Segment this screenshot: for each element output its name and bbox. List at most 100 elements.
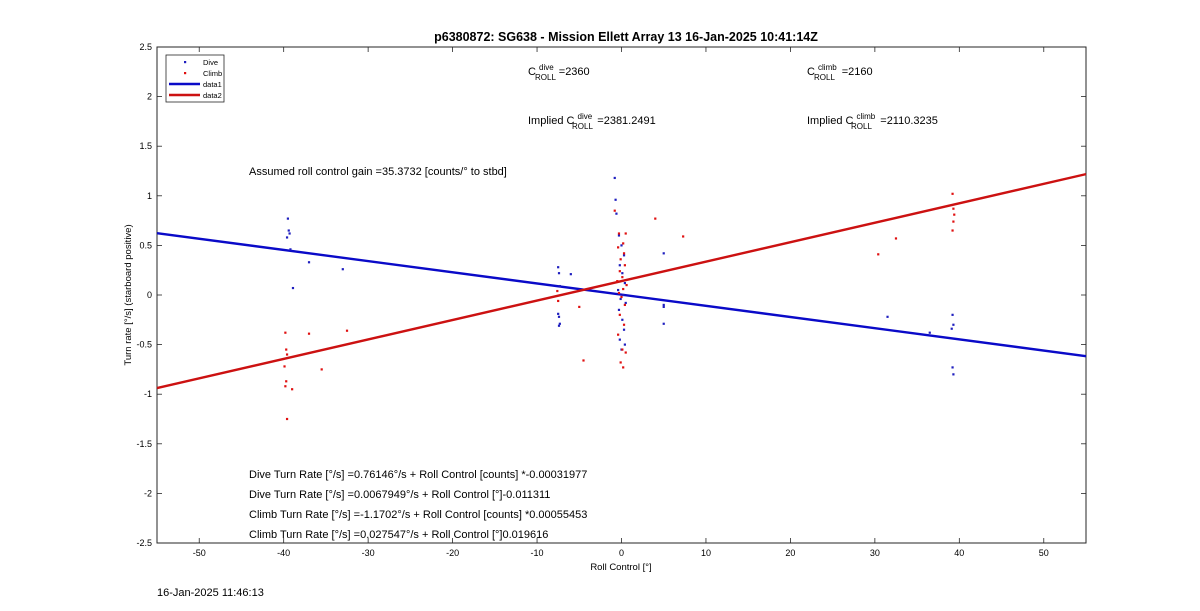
climb-point <box>284 385 287 388</box>
dive-point <box>307 261 311 264</box>
dive-point <box>952 323 955 326</box>
dive-point <box>286 217 290 220</box>
climb-point <box>283 365 286 368</box>
dive-point <box>662 252 665 255</box>
plot-area: -50 -40 -30 -20 -10 0 10 20 30 40 50 -2.5-2-1.5-1-… <box>136 42 1087 558</box>
dive-point <box>619 297 622 301</box>
dive-point <box>886 315 889 318</box>
climb-point <box>345 329 349 332</box>
dive-point <box>569 273 572 276</box>
c-roll-climb-base: C <box>807 66 815 78</box>
climb-point <box>623 264 626 267</box>
climb-point <box>307 332 311 335</box>
fit-line-data2 <box>156 172 1087 390</box>
legend-marker-Dive <box>184 61 187 64</box>
dive-points <box>285 176 955 376</box>
x-tick-label: 0 <box>619 548 624 558</box>
c-roll-climb-value: =2160 <box>842 66 873 78</box>
dive-point <box>557 272 561 275</box>
legend-label-Dive: Dive <box>203 58 218 67</box>
climb-point <box>284 331 287 334</box>
dive-point <box>289 248 292 251</box>
implied-dive-value: =2381.2491 <box>597 115 655 127</box>
y-tick-label: 2 <box>147 92 152 102</box>
dive-point <box>622 254 626 257</box>
climb-point <box>622 366 625 369</box>
x-tick-label: -40 <box>277 548 290 558</box>
y-tick-label: -1 <box>144 389 152 399</box>
climb-point <box>877 253 880 256</box>
implied-dive-sup: dive <box>578 112 593 121</box>
dive-point <box>614 198 617 201</box>
dive-point <box>557 312 560 315</box>
climb-point <box>619 258 622 261</box>
x-tick-label: -30 <box>362 548 375 558</box>
dive-point <box>950 327 953 330</box>
climb-point <box>951 192 954 195</box>
dive-point <box>662 305 665 309</box>
dive-point <box>617 234 621 237</box>
y-tick-label: -1.5 <box>136 439 152 449</box>
climb-point <box>619 361 622 364</box>
dive-point <box>288 232 291 235</box>
dive-point <box>623 281 626 285</box>
climb-point <box>621 348 624 351</box>
climb-point <box>618 270 621 273</box>
legend-label-data2: data2 <box>203 91 222 100</box>
print-timestamp: 16-Jan-2025 11:46:13 <box>157 587 264 599</box>
dive-point <box>285 236 289 239</box>
fit-equation-2: Dive Turn Rate [°/s] =0.0067949°/s + Rol… <box>249 489 550 501</box>
climb-point <box>285 380 288 383</box>
dive-point <box>621 318 624 321</box>
y-tick-label: 2.5 <box>139 42 152 52</box>
climb-point <box>951 229 954 232</box>
x-tick-label: -10 <box>531 548 544 558</box>
roll-gain-annotation: Assumed roll control gain =35.3732 [coun… <box>249 166 507 178</box>
y-tick-label: -2.5 <box>136 538 152 548</box>
climb-point <box>622 323 626 326</box>
y-tick-label: 0.5 <box>139 240 152 250</box>
y-tick-label: 1.5 <box>139 141 152 151</box>
climb-point <box>620 295 623 299</box>
climb-point <box>894 237 898 240</box>
legend-marker-Climb <box>184 72 187 75</box>
dive-point <box>613 176 616 180</box>
implied-c-roll-climb-annotation: Implied C climb =2110.3235 <box>807 110 938 127</box>
fit-lines <box>156 172 1087 390</box>
implied-climb-value: =2110.3235 <box>880 115 938 127</box>
climb-point <box>952 220 955 223</box>
y-tick-label: -0.5 <box>136 340 152 350</box>
y-tick-label: -2 <box>144 488 152 498</box>
dive-point <box>951 313 954 316</box>
dive-point <box>291 286 295 290</box>
x-tick-label: 10 <box>701 548 711 558</box>
climb-point <box>285 353 289 356</box>
climb-point <box>624 351 627 354</box>
dive-point <box>623 343 626 346</box>
climb-point <box>285 417 289 421</box>
climb-point <box>617 291 621 295</box>
climb-points <box>283 192 956 421</box>
dive-point <box>617 308 621 311</box>
climb-point <box>625 283 628 287</box>
climb-point <box>557 299 560 303</box>
c-roll-climb-annotation: C climb =2160 <box>807 61 873 78</box>
x-tick-label: 50 <box>1039 548 1049 558</box>
dive-point <box>287 229 290 232</box>
climb-point <box>953 213 956 216</box>
implied-climb-prefix: Implied C <box>807 115 854 127</box>
fit-line-data1 <box>156 231 1087 358</box>
x-tick-label: 30 <box>870 548 880 558</box>
dive-point <box>662 322 665 325</box>
dive-point <box>620 244 623 247</box>
x-tick-label: 20 <box>785 548 795 558</box>
y-tick-label: 0 <box>147 290 152 300</box>
climb-point <box>578 305 581 309</box>
climb-point <box>621 276 624 279</box>
climb-point <box>617 232 621 235</box>
climb-point <box>623 303 626 307</box>
dive-point <box>622 328 626 331</box>
legend: Dive Climb data1 data2 <box>165 54 225 103</box>
climb-point <box>291 388 294 391</box>
